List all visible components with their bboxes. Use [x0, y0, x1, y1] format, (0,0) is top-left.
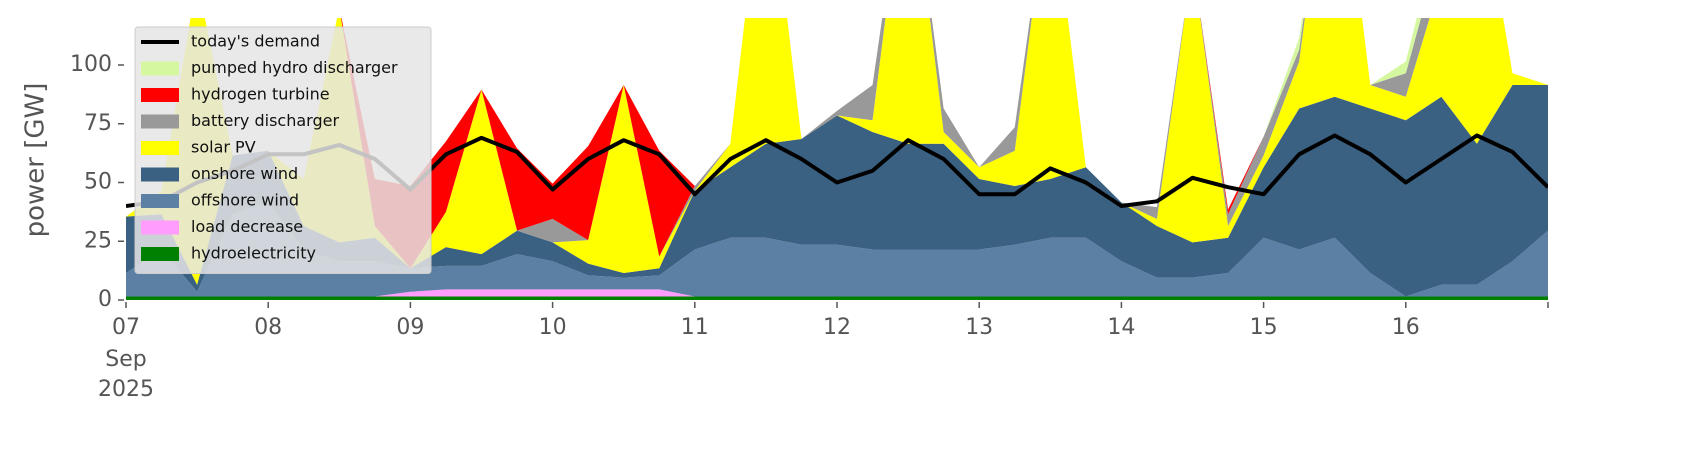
area: [126, 18, 1548, 285]
legend-label: hydroelectricity: [191, 244, 316, 263]
legend-patch: [141, 194, 179, 208]
x-tick-label: 08: [254, 315, 282, 340]
area: [126, 289, 1548, 297]
legend-patch: [141, 61, 179, 76]
y-tick-label: 75: [84, 111, 112, 136]
x-tick-label: 12: [823, 315, 851, 340]
y-tick-label: 100: [70, 52, 112, 77]
x-tick-label: 11: [681, 315, 709, 340]
x-tick-label: 15: [1250, 315, 1278, 340]
legend-patch: [141, 141, 179, 155]
x-tick-label: 10: [539, 315, 567, 340]
legend-label: offshore wind: [191, 191, 299, 210]
area: [126, 84, 1548, 297]
y-tick-label: 25: [84, 228, 112, 253]
legend-label: solar PV: [191, 138, 256, 157]
x-tick-label: 09: [396, 315, 424, 340]
y-tick-label: 50: [84, 170, 112, 195]
x-tick-month: Sep: [105, 347, 146, 372]
y-tick-label: 0: [98, 287, 112, 312]
x-tick-label: 07: [112, 315, 140, 340]
x-tick-label: 13: [965, 315, 993, 340]
axes: 0 25 50 75 100 07 08 09 10 11 12 13 14 15 16 Sep 2025: [70, 52, 1549, 402]
y-axis-label: power [GW]: [21, 83, 51, 238]
legend: today's demand pumped hydro discharger hyd…: [134, 26, 432, 274]
legend-label: load decrease: [191, 217, 303, 236]
x-tick-label: 16: [1392, 315, 1420, 340]
legend-patch: [141, 247, 179, 261]
legend-label: onshore wind: [191, 164, 298, 183]
area: [126, 296, 1548, 300]
legend-patch: [141, 167, 179, 182]
legend-box: [134, 26, 432, 274]
x-tick-year: 2025: [98, 377, 154, 402]
legend-patch: [141, 114, 179, 129]
legend-label: hydrogen turbine: [191, 85, 330, 104]
area: [126, 18, 1548, 269]
legend-label: pumped hydro discharger: [191, 58, 398, 77]
legend-label: battery discharger: [191, 111, 339, 130]
legend-patch: [141, 88, 179, 102]
legend-patch: [141, 220, 179, 235]
legend-label: today's demand: [191, 32, 320, 51]
area: [126, 202, 1548, 297]
x-tick-label: 14: [1107, 315, 1135, 340]
